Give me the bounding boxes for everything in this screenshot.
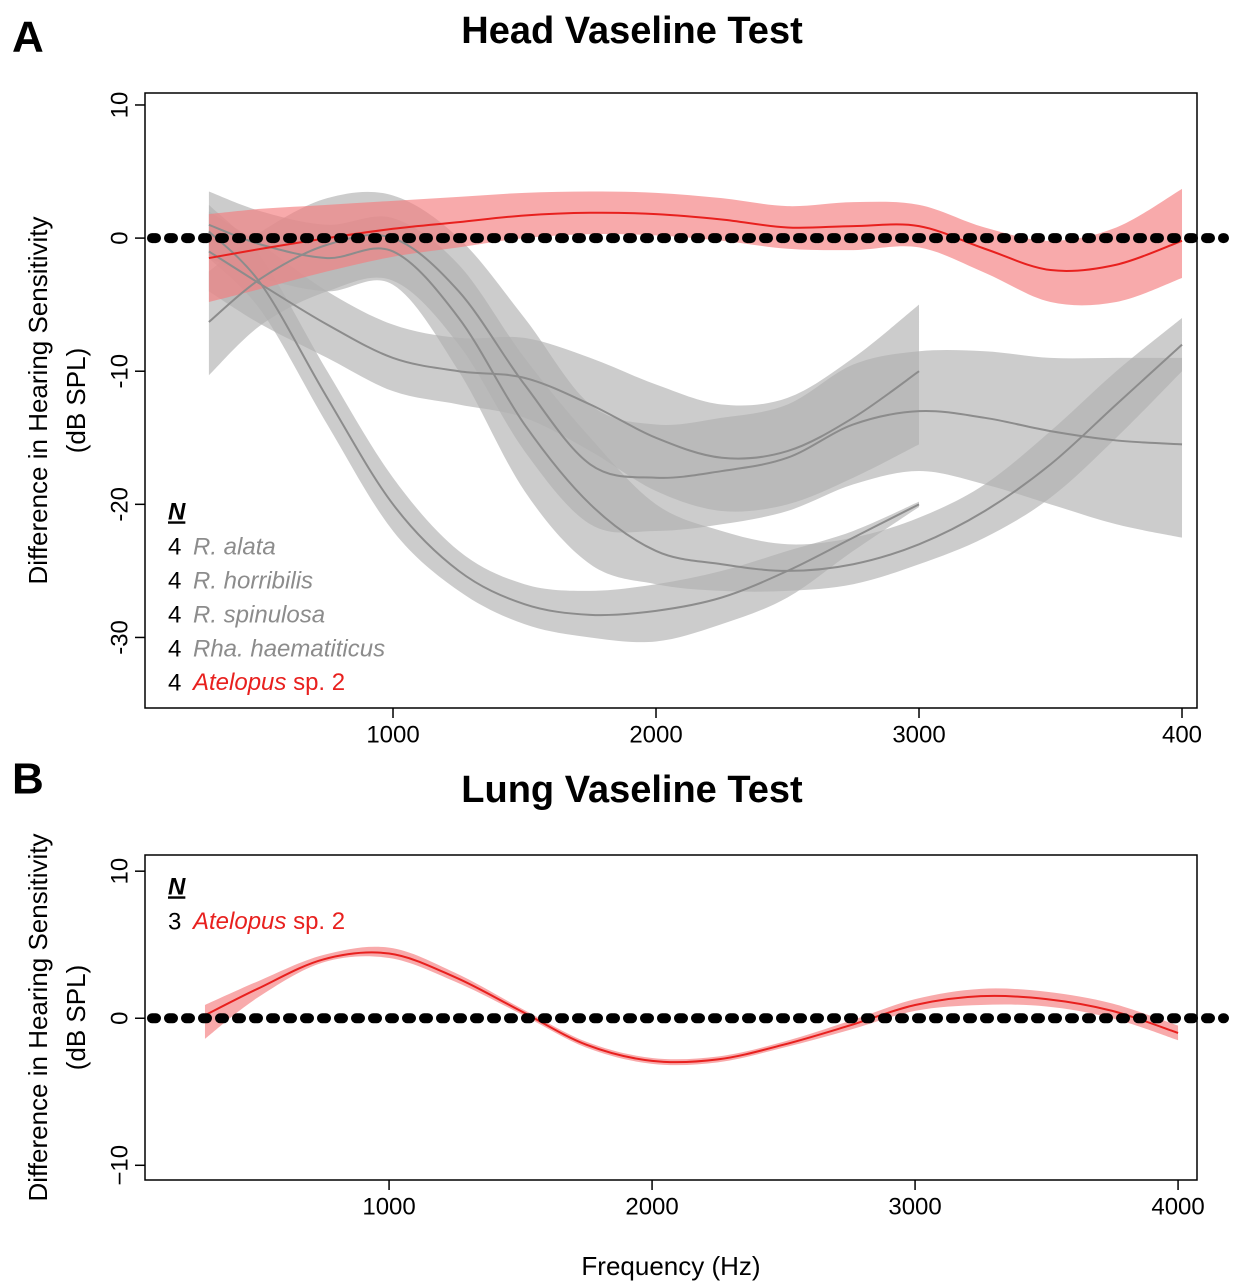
- y-tick-label: 0: [106, 1012, 133, 1025]
- x-axis-label: Frequency (Hz): [581, 1251, 760, 1281]
- x-tick-label: 3000: [892, 721, 945, 748]
- confidence-band: [208, 211, 920, 512]
- y-tick-label: −10: [106, 1145, 133, 1186]
- x-tick-label: 1000: [362, 1193, 415, 1220]
- legend-label: Atelopus sp. 2: [191, 908, 345, 935]
- legend-label: R. horribilis: [193, 567, 313, 594]
- series-line: [204, 951, 1179, 1064]
- x-tick-label: 3000: [888, 1193, 941, 1220]
- y-tick-label: -10: [106, 354, 133, 389]
- legend-label: Rha. haematiticus: [193, 635, 385, 662]
- confidence-band: [208, 188, 1183, 306]
- confidence-band: [208, 204, 920, 643]
- legend-label: R. alata: [193, 533, 276, 560]
- y-axis-label: Difference in Hearing Sensitivity: [23, 833, 53, 1201]
- series-line: [208, 223, 1183, 572]
- y-axis-label: Difference in Hearing Sensitivity: [23, 216, 53, 584]
- x-tick-label: 2000: [629, 721, 682, 748]
- legend-count: 3: [168, 908, 181, 935]
- legend-count: 4: [168, 601, 181, 628]
- legend-label: Atelopus sp. 2: [191, 669, 345, 696]
- y-tick-label: 0: [106, 231, 133, 244]
- x-tick-label: 1000: [366, 721, 419, 748]
- plot-frame: [144, 92, 1198, 709]
- chart-title: Lung Vaseline Test: [461, 769, 803, 811]
- legend-count: 4: [168, 533, 181, 560]
- legend-label: R. spinulosa: [193, 601, 325, 628]
- x-tick-label: 2000: [625, 1193, 678, 1220]
- x-tick-label: 4000: [1151, 1193, 1204, 1220]
- panel-label: B: [12, 755, 44, 804]
- y-tick-label: 10: [106, 858, 133, 885]
- legend-title: N: [168, 873, 186, 900]
- y-tick-label: 10: [106, 92, 133, 119]
- series-line: [208, 211, 1183, 273]
- panel-label: A: [12, 13, 44, 62]
- confidence-band: [208, 191, 1183, 592]
- legend-count: 4: [168, 635, 181, 662]
- x-tick-label: 400: [1162, 721, 1202, 748]
- chart-title: Head Vaseline Test: [461, 10, 803, 52]
- series-line: [208, 250, 920, 460]
- legend-count: 4: [168, 567, 181, 594]
- y-tick-label: -20: [106, 487, 133, 522]
- legend-title: N: [168, 498, 186, 525]
- y-tick-label: -30: [106, 620, 133, 655]
- legend-count: 4: [168, 669, 181, 696]
- series-line: [208, 233, 1183, 479]
- y-axis-label: (dB SPL): [61, 965, 91, 1071]
- confidence-band: [204, 946, 1179, 1066]
- y-axis-label: (dB SPL): [61, 348, 91, 454]
